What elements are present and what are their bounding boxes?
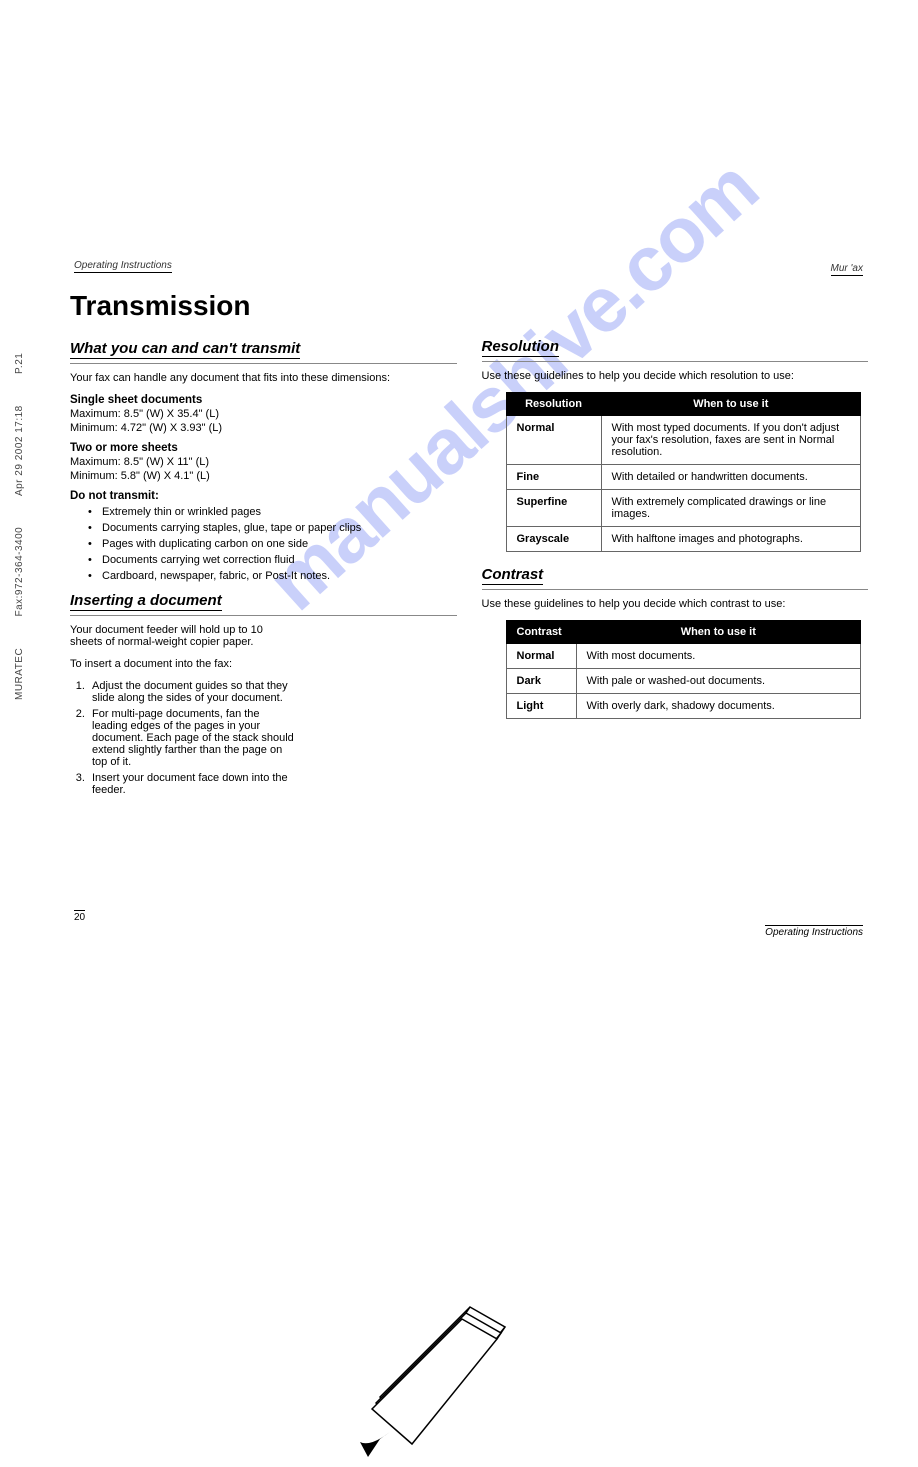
resolution-intro: Use these guidelines to help you decide … xyxy=(482,370,869,382)
fax-header-sideprint: MURATEC Fax:972-364-3400 Apr 29 2002 17:… xyxy=(14,325,25,700)
single-sheet-heading: Single sheet documents xyxy=(70,394,457,406)
th-when: When to use it xyxy=(576,621,861,644)
contrast-intro: Use these guidelines to help you decide … xyxy=(482,598,869,610)
th-resolution: Resolution xyxy=(506,393,601,416)
list-item: Adjust the document guides so that they … xyxy=(88,680,294,704)
insert-steps: Adjust the document guides so that they … xyxy=(88,680,294,796)
multi-max: Maximum: 8.5" (W) X 11" (L) xyxy=(70,456,457,468)
multi-min: Minimum: 5.8" (W) X 4.1" (L) xyxy=(70,470,457,482)
single-min: Minimum: 4.72" (W) X 3.93" (L) xyxy=(70,422,457,434)
section-resolution-heading: Resolution xyxy=(482,338,560,357)
table-row: LightWith overly dark, shadowy documents… xyxy=(506,694,861,719)
insert-p2: To insert a document into the fax: xyxy=(70,658,294,670)
cell-val: With overly dark, shadowy documents. xyxy=(576,694,861,719)
page-title: Transmission xyxy=(70,290,457,322)
rule xyxy=(70,615,457,616)
contrast-table: Contrast When to use it NormalWith most … xyxy=(506,620,862,719)
section-insert-heading: Inserting a document xyxy=(70,592,222,611)
table-row: DarkWith pale or washed-out documents. xyxy=(506,669,861,694)
cell-key: Normal xyxy=(506,416,601,465)
table-row: GrayscaleWith halftone images and photog… xyxy=(506,527,861,552)
cell-val: With most documents. xyxy=(576,644,861,669)
list-item: Pages with duplicating carbon on one sid… xyxy=(88,538,457,550)
insert-p1: Your document feeder will hold up to 10 … xyxy=(70,624,294,648)
insert-text-block: Your document feeder will hold up to 10 … xyxy=(70,624,294,796)
cell-key: Grayscale xyxy=(506,527,601,552)
table-row: NormalWith most typed documents. If you … xyxy=(506,416,861,465)
cell-key: Normal xyxy=(506,644,576,669)
page-number-left: 20 xyxy=(74,910,85,923)
list-item: For multi-page documents, fan the leadin… xyxy=(88,708,294,768)
running-header-left: Operating Instructions xyxy=(74,260,172,273)
running-header-right: Mur 'ax xyxy=(831,263,863,276)
cell-key: Superfine xyxy=(506,490,601,527)
list-item: Insert your document face down into the … xyxy=(88,772,294,796)
list-item: Cardboard, newspaper, fabric, or Post-It… xyxy=(88,570,457,582)
cell-val: With detailed or handwritten documents. xyxy=(601,465,861,490)
side-company: MURATEC xyxy=(14,648,25,700)
donot-list: Extremely thin or wrinkled pages Documen… xyxy=(88,506,457,582)
rule xyxy=(482,361,869,362)
page-content: Transmission What you can and can't tran… xyxy=(70,290,868,800)
rule xyxy=(70,363,457,364)
list-item: Extremely thin or wrinkled pages xyxy=(88,506,457,518)
list-item: Documents carrying staples, glue, tape o… xyxy=(88,522,457,534)
cell-key: Fine xyxy=(506,465,601,490)
table-header-row: Contrast When to use it xyxy=(506,621,861,644)
cell-val: With extremely complicated drawings or l… xyxy=(601,490,861,527)
rule xyxy=(482,589,869,590)
th-when: When to use it xyxy=(601,393,861,416)
side-fax: Fax:972-364-3400 xyxy=(14,527,25,617)
arrow-down-icon xyxy=(360,1432,390,1457)
cell-val: With pale or washed-out documents. xyxy=(576,669,861,694)
list-item: Documents carrying wet correction fluid xyxy=(88,554,457,566)
table-header-row: Resolution When to use it xyxy=(506,393,861,416)
document-feeder-illustration-icon xyxy=(350,1297,510,1467)
footer-right: Operating Instructions xyxy=(765,925,863,938)
transmit-intro: Your fax can handle any document that fi… xyxy=(70,372,457,384)
side-date: Apr 29 2002 17:18 xyxy=(14,405,25,496)
insert-section: Inserting a document Your document feede… xyxy=(70,592,457,796)
table-row: NormalWith most documents. xyxy=(506,644,861,669)
multi-sheet-heading: Two or more sheets xyxy=(70,442,457,454)
side-page: P.21 xyxy=(14,353,25,374)
left-column: Transmission What you can and can't tran… xyxy=(70,290,457,800)
cell-val: With halftone images and photographs. xyxy=(601,527,861,552)
cell-key: Dark xyxy=(506,669,576,694)
right-column: Resolution Use these guidelines to help … xyxy=(482,290,869,800)
th-contrast: Contrast xyxy=(506,621,576,644)
table-row: FineWith detailed or handwritten documen… xyxy=(506,465,861,490)
table-row: SuperfineWith extremely complicated draw… xyxy=(506,490,861,527)
cell-val: With most typed documents. If you don't … xyxy=(601,416,861,465)
single-max: Maximum: 8.5" (W) X 35.4" (L) xyxy=(70,408,457,420)
cell-key: Light xyxy=(506,694,576,719)
resolution-table: Resolution When to use it NormalWith mos… xyxy=(506,392,862,552)
section-contrast-heading: Contrast xyxy=(482,566,544,585)
donot-heading: Do not transmit: xyxy=(70,490,457,502)
section-transmit-heading: What you can and can't transmit xyxy=(70,340,300,359)
